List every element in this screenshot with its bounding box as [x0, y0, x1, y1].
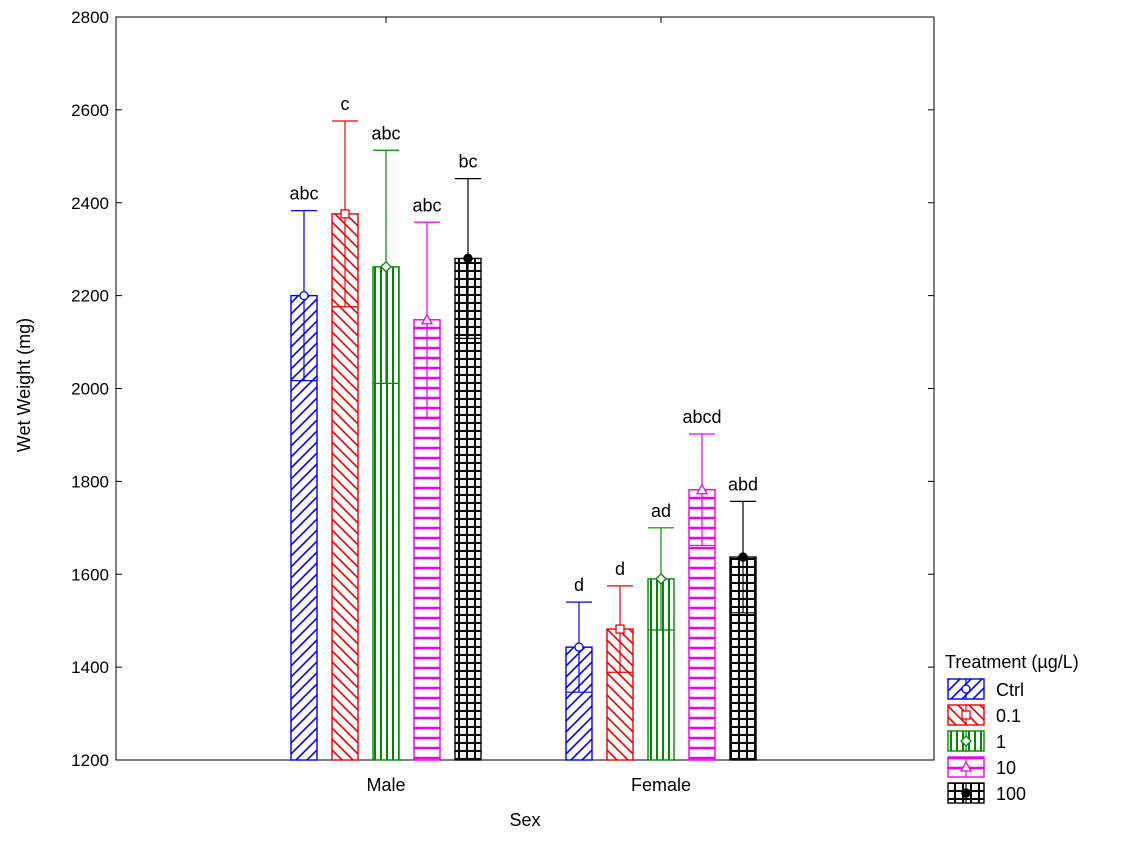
- bar-group: d: [606, 559, 634, 761]
- legend-label: 10: [996, 758, 1016, 778]
- legend-label: 100: [996, 784, 1026, 804]
- bar-group: abc: [371, 123, 401, 761]
- significance-label: d: [615, 559, 625, 579]
- bar-group: d: [565, 575, 593, 761]
- mean-marker: [380, 260, 392, 273]
- y-tick-label: 1800: [71, 472, 109, 491]
- mean-marker: [463, 253, 473, 264]
- mean-marker: [738, 552, 748, 562]
- mean-marker: [340, 209, 350, 219]
- bar: [454, 257, 482, 761]
- legend-label: Ctrl: [996, 680, 1024, 700]
- legend-marker: [960, 735, 972, 747]
- bar-group: abcd: [682, 407, 722, 761]
- y-tick-label: 1200: [71, 751, 109, 770]
- legend-item: 1: [947, 730, 1006, 752]
- significance-label: abd: [728, 474, 758, 494]
- mean-marker: [695, 483, 709, 495]
- y-tick-label: 2600: [71, 101, 109, 120]
- bar-group: abc: [412, 195, 442, 761]
- legend-item: Ctrl: [947, 678, 1024, 700]
- x-tick-label: Female: [631, 775, 691, 795]
- y-axis-label: Wet Weight (mg): [14, 318, 34, 452]
- mean-marker: [655, 572, 667, 585]
- y-tick-label: 2800: [71, 8, 109, 27]
- legend-item: 100: [947, 782, 1026, 804]
- bar-group: ad: [647, 501, 675, 761]
- legend-label: 0.1: [996, 706, 1021, 726]
- legend-marker: [961, 788, 971, 798]
- legend-item: 10: [947, 756, 1016, 778]
- y-tick-label: 2200: [71, 287, 109, 306]
- significance-label: abcd: [682, 407, 721, 427]
- mean-marker: [299, 290, 309, 301]
- x-axis-label: Sex: [509, 810, 540, 830]
- mean-marker: [574, 642, 584, 652]
- legend-marker: [961, 710, 971, 720]
- legend-item: 0.1: [947, 704, 1021, 726]
- significance-label: abc: [371, 123, 400, 143]
- significance-label: d: [574, 575, 584, 595]
- bar-group: abd: [728, 474, 758, 761]
- significance-label: abc: [412, 195, 441, 215]
- significance-label: c: [341, 94, 350, 114]
- y-tick-label: 1600: [71, 565, 109, 584]
- y-tick-label: 1400: [71, 658, 109, 677]
- legend-marker: [961, 684, 971, 694]
- significance-label: bc: [458, 152, 477, 172]
- legend-label: 1: [996, 732, 1006, 752]
- significance-label: abc: [289, 184, 318, 204]
- bar-group: abc: [289, 184, 319, 761]
- plot-area: [115, 16, 935, 761]
- legend-title: Treatment (µg/L): [945, 652, 1079, 672]
- y-tick-label: 2400: [71, 194, 109, 213]
- bar-group: bc: [454, 152, 482, 761]
- y-tick-label: 2000: [71, 380, 109, 399]
- legend-marker: [959, 760, 973, 772]
- bar-group: c: [331, 94, 359, 761]
- mean-marker: [615, 624, 625, 634]
- mean-marker: [420, 313, 434, 325]
- significance-label: ad: [651, 501, 671, 521]
- x-tick-label: Male: [366, 775, 405, 795]
